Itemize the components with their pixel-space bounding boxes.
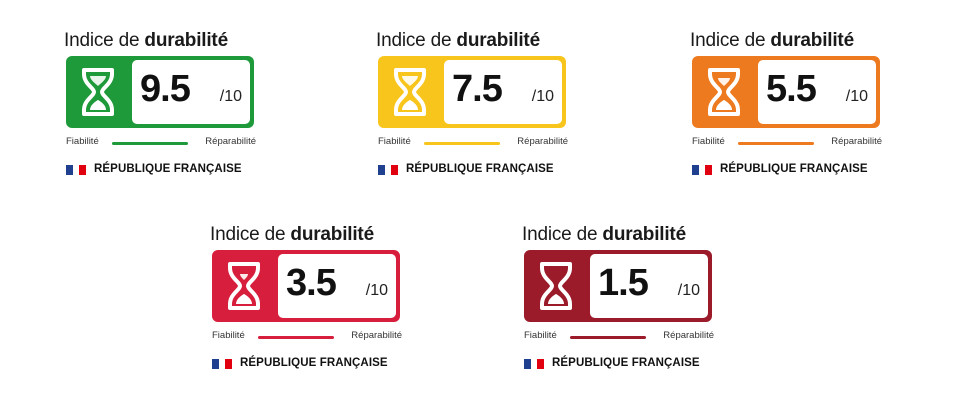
durability-label-red: Indice de durabilité 3.5 /10 Fiabilité R…: [210, 224, 406, 384]
republique-francaise-mark: RÉPUBLIQUE FRANÇAISE: [692, 162, 882, 178]
reliability-repairability-bar: Fiabilité Réparabilité: [524, 330, 714, 344]
label-title: Indice de durabilité: [376, 30, 540, 51]
label-title: Indice de durabilité: [64, 30, 228, 51]
repairability-label: Réparabilité: [663, 330, 714, 341]
balance-line: [112, 142, 188, 145]
french-flag-icon: [212, 359, 232, 369]
hourglass-icon: [540, 262, 572, 310]
score-value: 3.5: [286, 262, 337, 304]
french-flag-icon: [524, 359, 544, 369]
hourglass-icon: [394, 68, 426, 116]
repairability-label: Réparabilité: [351, 330, 402, 341]
republique-francaise-text: RÉPUBLIQUE FRANÇAISE: [406, 163, 554, 175]
balance-line: [570, 336, 646, 339]
reliability-label: Fiabilité: [66, 136, 99, 147]
score-box: 3.5 /10: [212, 250, 400, 322]
republique-francaise-text: RÉPUBLIQUE FRANÇAISE: [720, 163, 868, 175]
french-flag-icon: [66, 165, 86, 175]
label-title: Indice de durabilité: [690, 30, 854, 51]
score-scale: /10: [845, 88, 868, 105]
balance-line: [738, 142, 814, 145]
french-flag-icon: [692, 165, 712, 175]
score-box: 7.5 /10: [378, 56, 566, 128]
reliability-repairability-bar: Fiabilité Réparabilité: [66, 136, 256, 150]
score-scale: /10: [531, 88, 554, 105]
score-box: 5.5 /10: [692, 56, 880, 128]
durability-label-yellow: Indice de durabilité 7.5 /10 Fiabilité R…: [376, 30, 572, 190]
score-value: 7.5: [452, 68, 503, 110]
score-panel: 1.5 /10: [590, 254, 708, 318]
score-box: 1.5 /10: [524, 250, 712, 322]
french-flag-icon: [378, 165, 398, 175]
balance-line: [258, 336, 334, 339]
republique-francaise-text: RÉPUBLIQUE FRANÇAISE: [94, 163, 242, 175]
score-panel: 3.5 /10: [278, 254, 396, 318]
balance-line: [424, 142, 500, 145]
republique-francaise-mark: RÉPUBLIQUE FRANÇAISE: [524, 356, 714, 372]
score-value: 5.5: [766, 68, 817, 110]
label-title: Indice de durabilité: [522, 224, 686, 245]
label-title: Indice de durabilité: [210, 224, 374, 245]
republique-francaise-mark: RÉPUBLIQUE FRANÇAISE: [212, 356, 402, 372]
score-box: 9.5 /10: [66, 56, 254, 128]
reliability-label: Fiabilité: [692, 136, 725, 147]
repairability-label: Réparabilité: [517, 136, 568, 147]
reliability-label: Fiabilité: [378, 136, 411, 147]
score-scale: /10: [365, 282, 388, 299]
republique-francaise-mark: RÉPUBLIQUE FRANÇAISE: [66, 162, 256, 178]
hourglass-icon: [228, 262, 260, 310]
repairability-label: Réparabilité: [831, 136, 882, 147]
reliability-repairability-bar: Fiabilité Réparabilité: [212, 330, 402, 344]
hourglass-icon: [82, 68, 114, 116]
republique-francaise-text: RÉPUBLIQUE FRANÇAISE: [240, 357, 388, 369]
reliability-repairability-bar: Fiabilité Réparabilité: [378, 136, 568, 150]
reliability-label: Fiabilité: [212, 330, 245, 341]
reliability-repairability-bar: Fiabilité Réparabilité: [692, 136, 882, 150]
durability-label-dark-red: Indice de durabilité 1.5 /10 Fiabilité R…: [522, 224, 718, 384]
score-panel: 5.5 /10: [758, 60, 876, 124]
score-scale: /10: [677, 282, 700, 299]
reliability-label: Fiabilité: [524, 330, 557, 341]
durability-label-green: Indice de durabilité 9.5 /10 Fiabilité R…: [64, 30, 260, 190]
hourglass-icon: [708, 68, 740, 116]
republique-francaise-mark: RÉPUBLIQUE FRANÇAISE: [378, 162, 568, 178]
durability-label-orange: Indice de durabilité 5.5 /10 Fiabilité R…: [690, 30, 886, 190]
republique-francaise-text: RÉPUBLIQUE FRANÇAISE: [552, 357, 700, 369]
score-panel: 9.5 /10: [132, 60, 250, 124]
score-value: 1.5: [598, 262, 649, 304]
repairability-label: Réparabilité: [205, 136, 256, 147]
score-value: 9.5: [140, 68, 191, 110]
score-scale: /10: [219, 88, 242, 105]
score-panel: 7.5 /10: [444, 60, 562, 124]
